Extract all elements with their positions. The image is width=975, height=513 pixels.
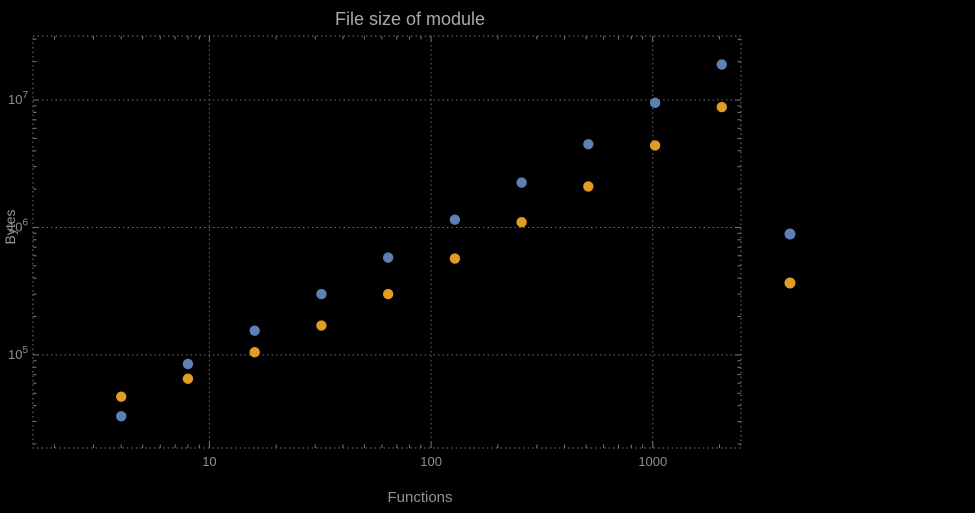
data-point-series-2-orange	[583, 181, 594, 192]
y-tick-label: 105	[8, 345, 28, 362]
data-point-series-1-blue	[516, 177, 527, 188]
chart-title: File size of module	[334, 9, 486, 29]
x-axis-label: Functions	[387, 489, 453, 506]
plot-frame	[32, 35, 742, 449]
data-point-series-1-blue	[649, 97, 661, 109]
data-point-series-2-orange	[182, 373, 194, 384]
data-point-series-2-orange	[449, 253, 461, 264]
data-point-series-1-blue	[449, 214, 461, 225]
x-tick-label: 100	[420, 454, 442, 469]
data-point-series-2-orange	[316, 320, 327, 331]
data-point-series-2-orange	[516, 216, 527, 228]
legend-marker-series-2-orange	[784, 277, 796, 289]
data-point-series-1-blue	[382, 252, 394, 263]
data-point-series-1-blue	[316, 288, 327, 300]
data-point-series-2-orange	[249, 347, 260, 358]
data-point-series-2-orange	[382, 288, 394, 300]
data-point-series-2-orange	[116, 391, 127, 402]
data-point-series-1-blue	[116, 411, 127, 422]
data-point-series-1-blue	[182, 358, 194, 370]
legend-marker-series-1-blue	[784, 228, 796, 240]
y-tick-label: 107	[8, 90, 28, 107]
x-tick-label: 1000	[638, 454, 667, 469]
y-axis-label: Bytes	[2, 209, 18, 245]
data-point-series-2-orange	[716, 101, 728, 113]
x-tick-label: 10	[202, 454, 216, 469]
data-point-series-1-blue	[716, 59, 728, 70]
y-tick-label: 106	[8, 217, 28, 234]
data-point-series-2-orange	[649, 140, 661, 151]
data-point-series-1-blue	[583, 139, 594, 150]
data-point-series-1-blue	[249, 325, 260, 336]
